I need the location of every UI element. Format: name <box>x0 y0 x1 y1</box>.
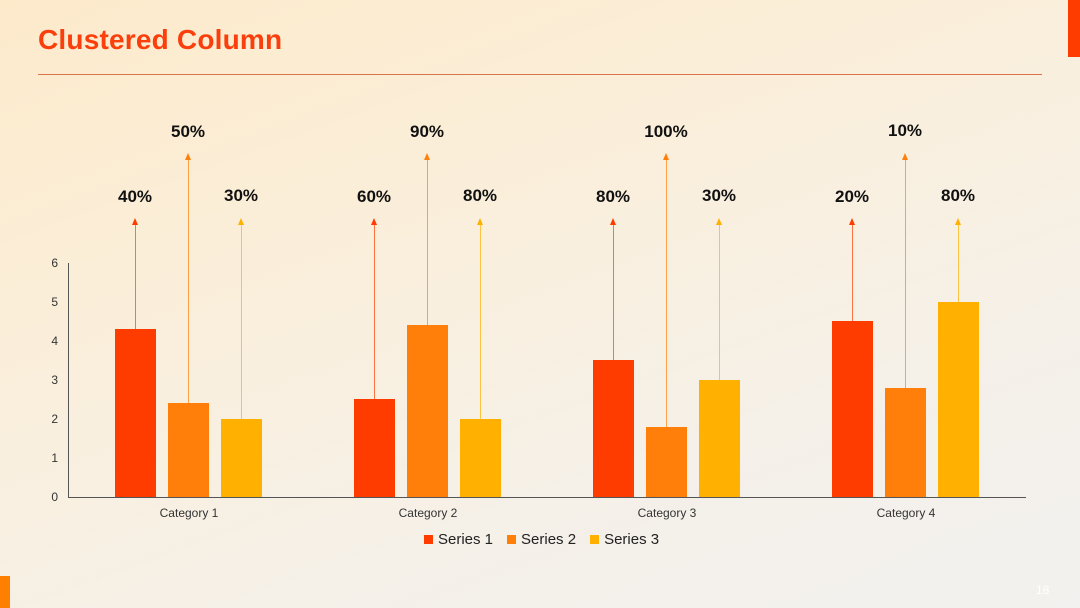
arrow-up-icon <box>663 153 669 160</box>
legend-item-series-2: Series 2 <box>507 531 576 548</box>
bar-series-1-category-4 <box>832 321 873 497</box>
annotation-leader-line <box>241 224 242 419</box>
arrow-up-icon <box>132 218 138 225</box>
annotation-percent-label: 20% <box>834 187 870 206</box>
accent-bar-top <box>1068 0 1080 57</box>
bar-series-2-category-2 <box>407 325 448 497</box>
arrow-up-icon <box>371 218 377 225</box>
x-tick-label: Category 3 <box>637 506 697 520</box>
x-tick-label: Category 4 <box>876 506 936 520</box>
legend-swatch <box>507 535 517 544</box>
y-tick-label: 3 <box>51 373 58 387</box>
annotation-leader-line <box>374 224 375 399</box>
annotation-percent-label: 40% <box>117 187 153 206</box>
arrow-up-icon <box>849 218 855 225</box>
annotation-leader-line <box>613 224 614 360</box>
legend-label: Series 3 <box>604 531 660 548</box>
bar-series-3-category-4 <box>938 302 979 497</box>
page-number: 18 <box>1036 583 1050 597</box>
bar-series-3-category-1 <box>221 419 262 497</box>
x-tick-label: Category 2 <box>398 506 458 520</box>
bar-series-2-category-3 <box>646 427 687 497</box>
bar-series-2-category-1 <box>168 403 209 497</box>
legend-swatch <box>590 535 600 544</box>
y-tick-label: 0 <box>51 490 58 504</box>
annotation-leader-line <box>666 159 667 427</box>
annotation-leader-line <box>905 159 906 388</box>
annotation-percent-label: 90% <box>409 122 445 141</box>
annotation-percent-label: 80% <box>595 187 631 206</box>
bar-series-2-category-4 <box>885 388 926 497</box>
y-tick-label: 2 <box>51 412 58 426</box>
annotation-percent-label: 30% <box>223 186 259 205</box>
slide-title: Clustered Column <box>38 24 283 55</box>
bar-series-1-category-1 <box>115 329 156 497</box>
annotation-leader-line <box>427 159 428 325</box>
annotation-percent-label: 60% <box>356 187 392 206</box>
arrow-up-icon <box>477 218 483 225</box>
y-tick-label: 4 <box>51 334 58 348</box>
annotation-percent-label: 100% <box>644 122 688 141</box>
annotation-leader-line <box>188 159 189 403</box>
arrow-up-icon <box>424 153 430 160</box>
annotation-percent-label: 80% <box>940 186 976 205</box>
arrow-up-icon <box>902 153 908 160</box>
annotation-leader-line <box>852 224 853 321</box>
x-tick-label: Category 1 <box>159 506 219 520</box>
annotation-percent-label: 10% <box>887 121 923 140</box>
y-tick-label: 6 <box>51 256 58 270</box>
legend-label: Series 2 <box>521 531 577 548</box>
annotation-percent-label: 30% <box>701 186 737 205</box>
bar-series-1-category-3 <box>593 360 634 497</box>
legend-label: Series 1 <box>438 531 494 548</box>
x-axis <box>68 497 1026 498</box>
annotation-leader-line <box>480 224 481 419</box>
annotation-leader-line <box>719 224 720 380</box>
accent-bar-bottom <box>0 576 10 608</box>
bar-series-1-category-2 <box>354 399 395 497</box>
chart-legend: Series 1 Series 2 Series 3 <box>424 531 659 548</box>
y-tick-label: 5 <box>51 295 58 309</box>
legend-item-series-1: Series 1 <box>424 531 493 548</box>
annotation-percent-label: 50% <box>170 122 206 141</box>
annotation-leader-line <box>135 224 136 329</box>
arrow-up-icon <box>610 218 616 225</box>
arrow-up-icon <box>185 153 191 160</box>
y-tick-label: 1 <box>51 451 58 465</box>
legend-item-series-3: Series 3 <box>590 531 659 548</box>
annotation-leader-line <box>958 224 959 302</box>
annotation-percent-label: 80% <box>462 186 498 205</box>
arrow-up-icon <box>955 218 961 225</box>
title-divider <box>38 74 1042 75</box>
y-axis <box>68 263 69 497</box>
legend-swatch <box>424 535 433 544</box>
arrow-up-icon <box>716 218 722 225</box>
bar-series-3-category-2 <box>460 419 501 497</box>
bar-series-3-category-3 <box>699 380 740 497</box>
arrow-up-icon <box>238 218 244 225</box>
